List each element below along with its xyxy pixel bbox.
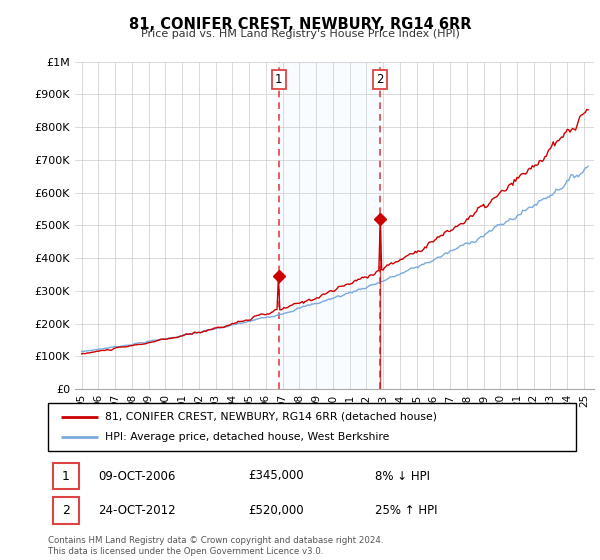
Text: HPI: Average price, detached house, West Berkshire: HPI: Average price, detached house, West… <box>105 432 389 442</box>
Text: 09-OCT-2006: 09-OCT-2006 <box>98 469 176 483</box>
Text: 81, CONIFER CREST, NEWBURY, RG14 6RR (detached house): 81, CONIFER CREST, NEWBURY, RG14 6RR (de… <box>105 412 437 422</box>
Text: 2: 2 <box>376 73 383 86</box>
Text: 81, CONIFER CREST, NEWBURY, RG14 6RR: 81, CONIFER CREST, NEWBURY, RG14 6RR <box>129 17 471 32</box>
Text: £345,000: £345,000 <box>248 469 304 483</box>
FancyBboxPatch shape <box>53 463 79 489</box>
Text: 2: 2 <box>62 504 70 517</box>
Text: 24-OCT-2012: 24-OCT-2012 <box>98 504 176 517</box>
Text: 1: 1 <box>275 73 283 86</box>
Bar <box>279 62 380 389</box>
Text: £520,000: £520,000 <box>248 504 304 517</box>
FancyBboxPatch shape <box>53 497 79 524</box>
Text: 1: 1 <box>62 469 70 483</box>
FancyBboxPatch shape <box>48 403 576 451</box>
Text: Price paid vs. HM Land Registry's House Price Index (HPI): Price paid vs. HM Land Registry's House … <box>140 29 460 39</box>
Text: Contains HM Land Registry data © Crown copyright and database right 2024.
This d: Contains HM Land Registry data © Crown c… <box>48 536 383 556</box>
Text: 8% ↓ HPI: 8% ↓ HPI <box>376 469 430 483</box>
Text: 25% ↑ HPI: 25% ↑ HPI <box>376 504 438 517</box>
